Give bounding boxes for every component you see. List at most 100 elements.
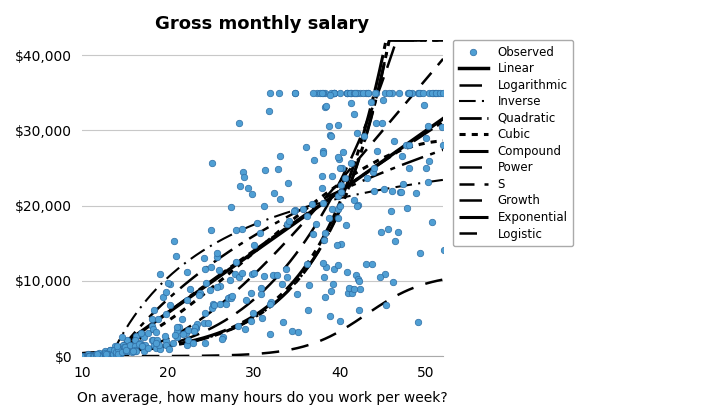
Observed xyxy=(352,276,364,282)
Observed xyxy=(209,302,220,308)
Observed xyxy=(142,330,153,336)
Observed xyxy=(365,98,377,105)
Observed xyxy=(302,213,313,220)
Observed xyxy=(225,203,236,210)
Observed xyxy=(403,89,415,96)
X-axis label: On average, how many hours do you work per week?: On average, how many hours do you work p… xyxy=(77,391,448,405)
Observed xyxy=(129,342,140,349)
Observed xyxy=(99,350,111,357)
Observed xyxy=(117,341,129,348)
Observed xyxy=(410,190,422,197)
Compound xyxy=(249,315,258,320)
Observed xyxy=(426,219,438,226)
Observed xyxy=(258,272,269,279)
Observed xyxy=(110,350,122,357)
Observed xyxy=(303,281,315,288)
Observed xyxy=(379,270,390,277)
Observed xyxy=(83,352,94,359)
Observed xyxy=(133,341,145,347)
Observed xyxy=(371,148,382,155)
Cubic xyxy=(438,138,447,143)
Observed xyxy=(345,89,356,96)
Observed xyxy=(200,279,212,286)
Exponential xyxy=(438,38,447,43)
Observed xyxy=(163,346,174,352)
Observed xyxy=(191,325,202,332)
Linear xyxy=(273,233,282,238)
Logistic xyxy=(292,346,301,351)
Observed xyxy=(162,280,174,286)
Power xyxy=(438,38,447,43)
Observed xyxy=(93,351,104,358)
Observed xyxy=(130,347,141,354)
Observed xyxy=(361,175,373,182)
Cubic xyxy=(292,214,301,219)
Observed xyxy=(297,206,309,213)
Observed xyxy=(152,316,163,323)
Observed xyxy=(248,270,260,277)
Observed xyxy=(139,333,150,340)
Observed xyxy=(161,289,172,295)
Observed xyxy=(160,338,171,344)
Logarithmic xyxy=(430,150,438,155)
Power xyxy=(251,295,260,300)
Observed xyxy=(88,352,99,359)
Observed xyxy=(334,202,346,209)
Observed xyxy=(148,342,159,349)
Observed xyxy=(438,247,450,253)
Observed xyxy=(320,294,331,301)
Observed xyxy=(276,281,288,288)
Observed xyxy=(138,347,149,354)
Observed xyxy=(357,89,369,96)
Observed xyxy=(343,284,355,291)
Observed xyxy=(348,110,360,117)
Quadratic xyxy=(374,163,382,168)
Line: Logistic: Logistic xyxy=(82,280,443,356)
Observed xyxy=(171,333,183,340)
Power xyxy=(78,353,86,358)
Power xyxy=(292,250,301,255)
Cubic xyxy=(374,158,382,163)
Observed xyxy=(91,350,103,357)
Observed xyxy=(302,307,314,314)
Observed xyxy=(336,188,347,195)
Observed xyxy=(161,342,172,349)
Linear xyxy=(249,250,258,255)
Observed xyxy=(189,326,200,333)
Observed xyxy=(333,155,345,162)
Observed xyxy=(378,186,390,193)
S xyxy=(251,270,260,276)
Observed xyxy=(342,89,354,96)
Observed xyxy=(432,89,444,96)
Observed xyxy=(264,108,275,115)
Observed xyxy=(353,306,364,313)
Observed xyxy=(417,89,428,96)
Observed xyxy=(385,208,397,215)
Observed xyxy=(76,353,88,360)
Logistic xyxy=(249,352,258,357)
Observed xyxy=(362,89,374,96)
Observed xyxy=(140,341,151,348)
Observed xyxy=(142,345,153,352)
Observed xyxy=(101,351,112,357)
Observed xyxy=(354,286,366,292)
Observed xyxy=(339,174,351,181)
Observed xyxy=(328,89,340,96)
Observed xyxy=(246,191,258,197)
Compound xyxy=(431,38,439,43)
Power xyxy=(374,91,382,96)
Observed xyxy=(281,220,292,227)
Observed xyxy=(248,242,259,249)
Observed xyxy=(318,89,329,96)
Observed xyxy=(151,337,163,344)
Observed xyxy=(226,293,238,300)
Observed xyxy=(325,89,336,96)
Observed xyxy=(150,328,162,335)
Observed xyxy=(194,290,205,297)
Line: Power: Power xyxy=(82,40,443,355)
Logarithmic xyxy=(273,220,282,225)
Observed xyxy=(247,310,258,317)
Observed xyxy=(104,346,116,353)
Observed xyxy=(130,347,141,354)
Observed xyxy=(94,352,105,359)
